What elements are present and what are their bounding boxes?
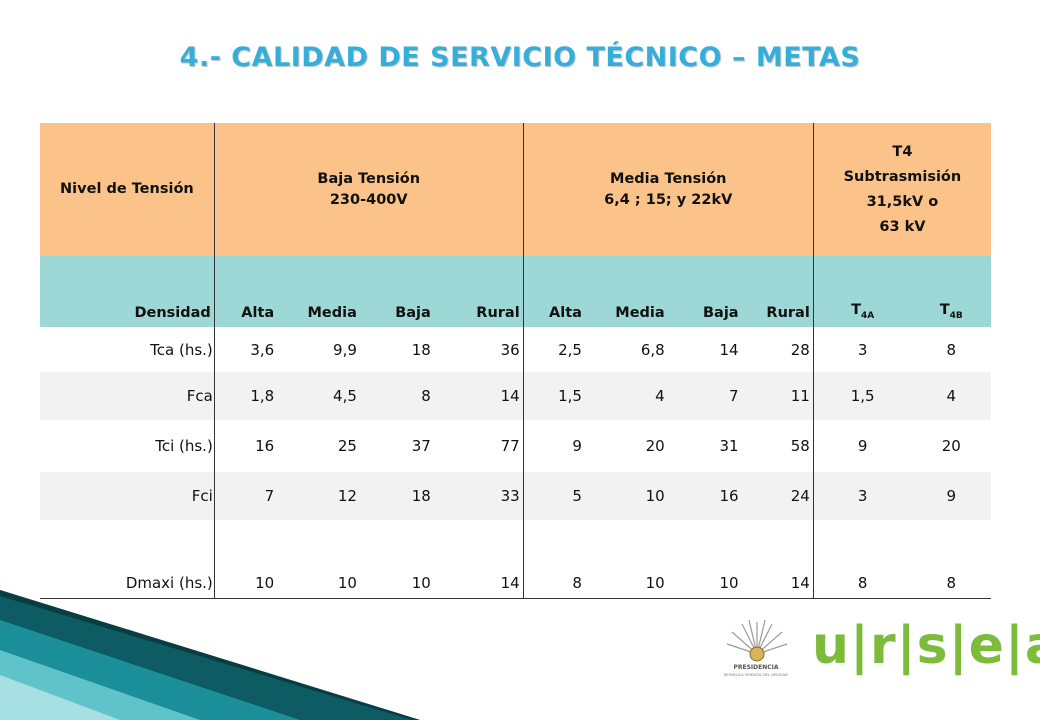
table-cell: 28 — [741, 327, 814, 372]
table-cell: 58 — [741, 420, 814, 472]
table-cell: 8 — [911, 327, 991, 372]
table-cell: 18 — [359, 472, 434, 520]
header-nivel: Nivel de Tensión — [40, 123, 215, 256]
table-cell: 20 — [911, 420, 991, 472]
table-cell: 18 — [359, 327, 434, 372]
row-label: Tca (hs.) — [40, 327, 215, 372]
table-cell: 8 — [522, 520, 585, 599]
table-cell: 2,5 — [522, 327, 585, 372]
table-cell: 10 — [213, 520, 278, 599]
table-cell: 12 — [277, 472, 360, 520]
table-cell: 14 — [433, 372, 524, 420]
table-cell: 14 — [433, 520, 524, 599]
table-cell: 20 — [584, 420, 668, 472]
subheader-bt-media: Media — [277, 256, 360, 327]
seal-subtext: REPÚBLICA ORIENTAL DEL URUGUAY — [723, 673, 789, 677]
subheader-mt-baja: Baja — [667, 256, 742, 327]
table-cell: 9 — [522, 420, 585, 472]
table-cell: 16 — [667, 472, 742, 520]
page-title: 4.- CALIDAD DE SERVICIO TÉCNICO – METAS — [179, 42, 861, 73]
table-cell: 31 — [667, 420, 742, 472]
header-baja-tension: Baja Tensión 230-400V — [213, 123, 524, 256]
header-row: Nivel de Tensión Baja Tensión 230-400V Me… — [40, 123, 991, 256]
table-row: Tca (hs.) 3,6 9,9 18 36 2,5 6,8 14 28 3 … — [40, 327, 991, 372]
table-cell: 1,5 — [812, 372, 912, 420]
table-cell: 10 — [359, 520, 434, 599]
table-cell: 4 — [584, 372, 668, 420]
table-row: Fci 7 12 18 33 5 10 16 24 3 9 — [40, 472, 991, 520]
table-cell: 8 — [911, 520, 991, 599]
decorative-ribbon — [0, 590, 420, 720]
subheader-bt-rural: Rural — [433, 256, 524, 327]
table-cell: 16 — [213, 420, 278, 472]
table-cell: 4 — [911, 372, 991, 420]
table-cell: 14 — [741, 520, 814, 599]
table-cell: 10 — [277, 520, 360, 599]
subheader-mt-rural: Rural — [741, 256, 814, 327]
table-cell: 33 — [433, 472, 524, 520]
table-cell: 7 — [213, 472, 278, 520]
table-cell: 11 — [741, 372, 814, 420]
table-cell: 4,5 — [277, 372, 360, 420]
row-label: Fca — [40, 372, 215, 420]
table-cell: 14 — [667, 327, 742, 372]
table-cell: 8 — [812, 520, 912, 599]
table-cell: 9 — [911, 472, 991, 520]
row-label: Tci (hs.) — [40, 420, 215, 472]
subheader-mt-alta: Alta — [522, 256, 585, 327]
subheader-row: Densidad Alta Media Baja Rural Alta Medi… — [40, 256, 991, 327]
table-row: Dmaxi (hs.) 10 10 10 14 8 10 10 14 8 8 — [40, 520, 991, 599]
subheader-t4b: T4B — [911, 256, 991, 327]
table-row: Tci (hs.) 16 25 37 77 9 20 31 58 9 20 — [40, 420, 991, 472]
subheader-bt-baja: Baja — [359, 256, 434, 327]
table-cell: 3 — [812, 327, 912, 372]
table-cell: 9,9 — [277, 327, 360, 372]
table-cell: 7 — [667, 372, 742, 420]
table-cell: 1,8 — [213, 372, 278, 420]
table-cell: 1,5 — [522, 372, 585, 420]
header-t4: T4 Subtrasmisión 31,5kV o 63 kV — [812, 123, 991, 256]
subheader-bt-alta: Alta — [213, 256, 278, 327]
metas-table: Nivel de Tensión Baja Tensión 230-400V Me… — [40, 123, 991, 599]
table-cell: 9 — [812, 420, 912, 472]
subheader-t4a: T4A — [812, 256, 912, 327]
table-cell: 8 — [359, 372, 434, 420]
table-cell: 3 — [812, 472, 912, 520]
table-cell: 36 — [433, 327, 524, 372]
seal-text: PRESIDENCIA — [733, 664, 779, 671]
table-cell: 77 — [433, 420, 524, 472]
subheader-mt-media: Media — [584, 256, 668, 327]
ursea-logo: u|r|s|e|a — [812, 616, 1040, 676]
subheader-densidad: Densidad — [40, 256, 215, 327]
table-cell: 5 — [522, 472, 585, 520]
table-cell: 25 — [277, 420, 360, 472]
row-label: Dmaxi (hs.) — [40, 520, 215, 599]
table-cell: 6,8 — [584, 327, 668, 372]
header-media-tension: Media Tensión 6,4 ; 15; y 22kV — [522, 123, 814, 256]
table-cell: 10 — [667, 520, 742, 599]
row-label: Fci — [40, 472, 215, 520]
presidencia-seal-icon — [726, 619, 788, 662]
table-cell: 3,6 — [213, 327, 278, 372]
table-cell: 10 — [584, 472, 668, 520]
table-cell: 37 — [359, 420, 434, 472]
table-cell: 24 — [741, 472, 814, 520]
table-cell: 10 — [584, 520, 668, 599]
table-row: Fca 1,8 4,5 8 14 1,5 4 7 11 1,5 4 — [40, 372, 991, 420]
